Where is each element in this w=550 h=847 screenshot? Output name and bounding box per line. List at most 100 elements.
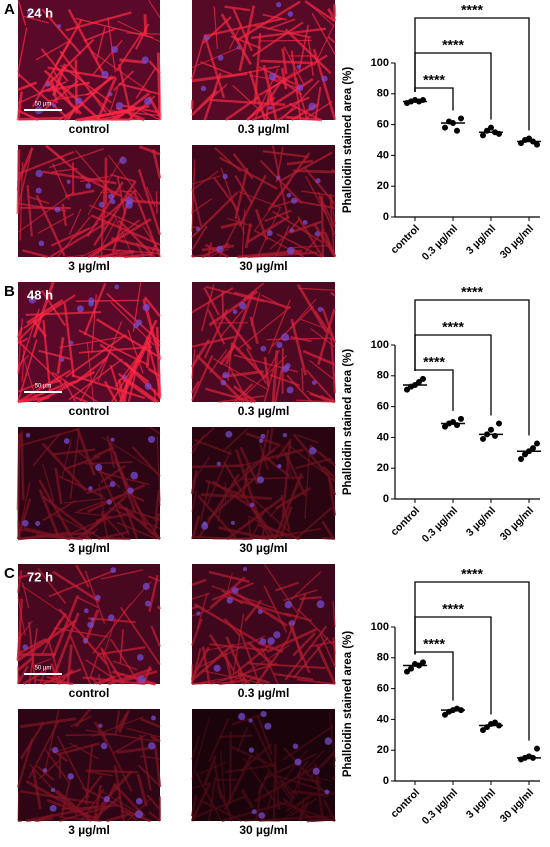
nucleus <box>148 742 156 750</box>
data-point <box>458 416 464 422</box>
nucleus <box>143 304 150 311</box>
nucleus <box>122 375 126 379</box>
significance-bracket <box>415 370 453 411</box>
nucleus <box>99 202 105 208</box>
nucleus <box>269 73 277 81</box>
nucleus <box>133 323 138 328</box>
x-tick-label: 0.3 µg/ml <box>420 787 460 827</box>
nucleus <box>98 724 102 728</box>
image-label: 0.3 µg/ml <box>238 686 290 700</box>
nucleus <box>249 719 253 723</box>
image-label: 0.3 µg/ml <box>238 404 290 418</box>
nucleus <box>143 583 150 590</box>
x-tick-label: control <box>388 223 422 257</box>
nucleus <box>297 84 304 91</box>
nucleus <box>291 198 297 204</box>
nucleus <box>148 436 155 443</box>
nucleus <box>287 193 292 198</box>
nucleus <box>108 194 114 200</box>
data-point <box>488 125 494 131</box>
nucleus <box>258 812 265 819</box>
nucleus <box>57 24 61 28</box>
x-tick-label: control <box>388 505 422 539</box>
nucleus <box>222 372 228 378</box>
nucleus <box>145 383 152 390</box>
y-axis-label: Phalloidin stained area (%) <box>342 349 354 496</box>
nucleus <box>220 380 226 386</box>
significance-label: **** <box>461 284 483 300</box>
y-tick-label: 100 <box>371 339 389 351</box>
data-point <box>534 746 540 752</box>
nucleus <box>101 71 108 78</box>
nucleus <box>77 305 84 312</box>
y-axis-label: Phalloidin stained area (%) <box>342 631 354 778</box>
nucleus <box>136 798 143 805</box>
nucleus <box>303 220 308 225</box>
y-tick-label: 60 <box>377 683 389 695</box>
nucleus <box>110 438 114 442</box>
fiber <box>307 819 331 821</box>
nucleus <box>127 487 133 493</box>
nucleus <box>116 102 123 109</box>
nucleus <box>267 230 273 236</box>
fiber <box>76 60 77 114</box>
nucleus <box>222 174 227 179</box>
nucleus <box>308 103 316 111</box>
significance-label: **** <box>442 37 464 53</box>
nucleus <box>50 805 57 812</box>
data-point <box>480 436 486 442</box>
significance-label: **** <box>423 354 445 370</box>
significance-bracket <box>415 652 453 701</box>
panel-letter: A <box>4 1 15 18</box>
nucleus <box>297 65 301 69</box>
nucleus <box>107 499 112 504</box>
nucleus <box>22 520 29 527</box>
nucleus <box>137 654 144 661</box>
scale-bar-label: 50 µm <box>35 384 52 390</box>
nucleus <box>257 476 264 483</box>
y-tick-label: 0 <box>383 775 389 787</box>
y-tick-label: 20 <box>377 180 389 192</box>
nucleus <box>22 644 27 649</box>
nucleus <box>87 622 94 629</box>
nucleus <box>267 637 275 645</box>
image-label: 30 µg/ml <box>239 259 287 273</box>
nucleus <box>318 307 323 312</box>
nucleus <box>39 241 45 247</box>
micrograph <box>192 709 335 821</box>
nucleus <box>110 199 115 204</box>
nucleus <box>281 333 289 341</box>
fiber <box>192 466 243 467</box>
nucleus <box>276 2 281 7</box>
significance-label: **** <box>442 319 464 335</box>
nucleus <box>36 170 43 177</box>
nucleus <box>283 433 287 437</box>
data-point <box>420 376 426 382</box>
nucleus <box>52 103 56 107</box>
significance-label: **** <box>461 566 483 582</box>
data-point <box>488 427 494 433</box>
nucleus <box>201 523 208 530</box>
nucleus <box>104 796 110 802</box>
nucleus <box>226 597 232 603</box>
nucleus <box>216 246 223 253</box>
nucleus <box>277 464 281 468</box>
data-point <box>420 659 426 665</box>
nucleus <box>151 716 156 721</box>
y-tick-label: 100 <box>371 57 389 69</box>
x-tick-label: 3 µg/ml <box>464 787 498 821</box>
time-label: 24 h <box>27 5 53 20</box>
y-tick-label: 0 <box>383 493 389 505</box>
nucleus <box>249 747 254 752</box>
nucleus <box>196 612 200 616</box>
nucleus <box>287 387 294 394</box>
x-tick-label: 30 µg/ml <box>498 223 536 261</box>
nucleus <box>276 342 282 348</box>
nucleus <box>204 35 209 40</box>
nucleus <box>145 601 151 607</box>
fiber <box>259 40 311 41</box>
image-label: 3 µg/ml <box>68 823 110 837</box>
x-tick-label: 3 µg/ml <box>464 223 498 257</box>
y-tick-label: 80 <box>377 370 389 382</box>
